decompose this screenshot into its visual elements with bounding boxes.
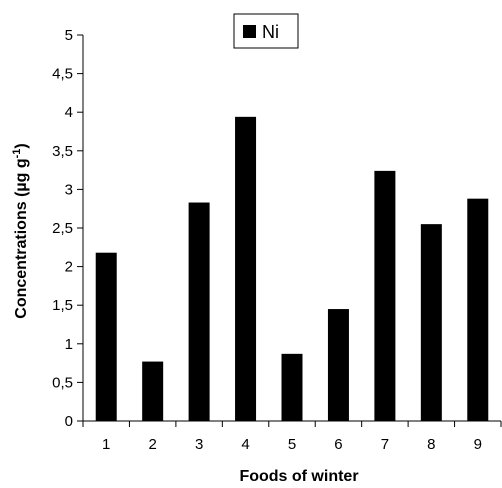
x-axis-title: Foods of winter — [239, 468, 358, 485]
x-tick-label: 2 — [148, 436, 156, 453]
y-tick-label: 0 — [65, 413, 73, 430]
bar — [374, 170, 396, 421]
y-tick-label: 2 — [65, 259, 73, 276]
bar — [188, 202, 210, 421]
y-tick-label: 0,5 — [52, 374, 73, 391]
y-tick-label: 2,5 — [52, 220, 73, 237]
y-tick-label: 3,5 — [52, 143, 73, 160]
x-tick-label: 4 — [241, 436, 249, 453]
bar — [420, 224, 442, 421]
x-tick-label: 3 — [195, 436, 203, 453]
x-tick-label: 6 — [334, 436, 342, 453]
y-axis-title-close: ) — [13, 143, 30, 148]
x-axis: 1 2 3 4 5 6 7 8 9 — [82, 420, 502, 453]
bar — [235, 116, 257, 421]
y-axis-title: Concentrations (µg g-1) — [11, 143, 30, 318]
y-tick-label: 3 — [65, 181, 73, 198]
legend-label: Ni — [262, 22, 279, 42]
legend-swatch — [243, 25, 256, 38]
y-tick-label: 4 — [65, 104, 73, 121]
bar — [95, 252, 117, 421]
y-tick-label: 1,5 — [52, 297, 73, 314]
bar — [467, 198, 489, 421]
bar — [281, 353, 303, 421]
x-tick-label: 9 — [474, 436, 482, 453]
y-axis-title-main: Concentrations (µg g — [13, 158, 30, 318]
x-tick-label: 8 — [427, 436, 435, 453]
bar — [142, 361, 164, 421]
bars — [95, 116, 489, 421]
y-tick-label: 1 — [65, 336, 73, 353]
x-tick-label: 7 — [381, 436, 389, 453]
y-tick-label: 4,5 — [52, 66, 73, 83]
y-axis-title-sup: -1 — [11, 149, 23, 159]
legend: Ni — [233, 13, 299, 49]
y-tick-label: 5 — [65, 27, 73, 44]
bar — [327, 309, 349, 421]
x-tick-label: 5 — [288, 436, 296, 453]
y-axis: 0 0,5 1 1,5 2 2,5 3 3,5 4 4,5 5 — [52, 27, 84, 430]
x-tick-label: 1 — [102, 436, 110, 453]
